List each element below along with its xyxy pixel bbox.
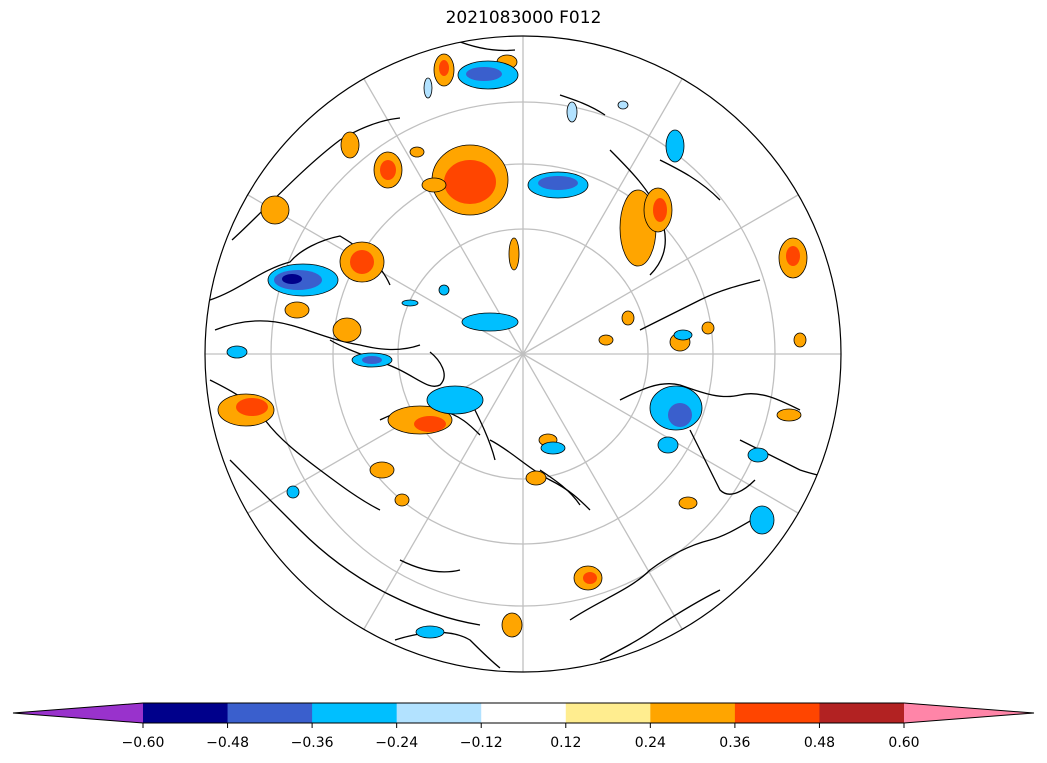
colorbar-tick-label: −0.48 bbox=[206, 735, 249, 751]
colorbar-under-extension bbox=[13, 703, 143, 723]
colorbar-tick-label: 0.48 bbox=[804, 735, 835, 751]
colorbar-bin bbox=[481, 703, 567, 723]
colorbar-tick-label: 0.60 bbox=[888, 735, 919, 751]
colorbar-bin bbox=[312, 703, 398, 723]
colorbar-bin bbox=[143, 703, 229, 723]
colorbar-bin bbox=[819, 703, 905, 723]
colorbar-tick-label: 0.24 bbox=[635, 735, 666, 751]
colorbar-tick-label: 0.12 bbox=[550, 735, 581, 751]
polar-map bbox=[204, 35, 842, 673]
colorbar-bin bbox=[227, 703, 313, 723]
colorbar-tick-label: −0.12 bbox=[460, 735, 503, 751]
colorbar-bin bbox=[734, 703, 820, 723]
colorbar-bin bbox=[650, 703, 736, 723]
colorbar-bin bbox=[396, 703, 482, 723]
colorbar-tick-label: −0.24 bbox=[375, 735, 418, 751]
anomaly-field bbox=[217, 53, 808, 639]
colorbar-tick-label: 0.36 bbox=[719, 735, 750, 751]
map-boundary bbox=[204, 35, 842, 673]
colorbar-tick-label: −0.60 bbox=[122, 735, 165, 751]
colorbar-bin bbox=[565, 703, 651, 723]
colorbar-over-extension bbox=[904, 703, 1034, 723]
map-title: 2021083000 F012 bbox=[445, 8, 602, 28]
colorbar-tick-label: −0.36 bbox=[291, 735, 334, 751]
